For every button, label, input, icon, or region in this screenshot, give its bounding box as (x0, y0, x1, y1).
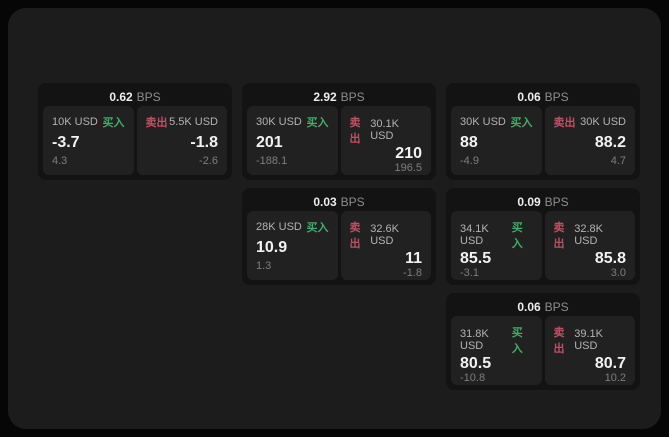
buy-delta: -4.9 (460, 155, 479, 167)
buy-size-label: 10K USD (52, 116, 98, 128)
sell-delta: 10.2 (604, 372, 626, 384)
quote-card-body: 31.8K USD 买入 80.5 -10.8 卖出 39.1K USD 80.… (451, 316, 635, 385)
sell-side-label: 卖出 (553, 117, 576, 129)
buy-size-label: 31.8K USD (460, 328, 489, 352)
sell-quote-tile[interactable]: 卖出 30K USD 88.2 4.7 (544, 106, 635, 175)
bps-unit-label: BPS (340, 89, 365, 104)
bps-spread-header: 0.03 BPS (247, 192, 431, 211)
sell-price: -1.8 (190, 133, 218, 151)
bps-spread-header: 0.06 BPS (451, 297, 635, 316)
buy-quote-tile[interactable]: 31.8K USD 买入 80.5 -10.8 (451, 316, 542, 385)
quote-card: 0.06 BPS 30K USD 买入 88 -4.9 卖出 30K USD (446, 83, 640, 180)
sell-price: 210 (395, 145, 422, 162)
buy-delta: -3.1 (460, 267, 479, 279)
quote-card: 0.62 BPS 10K USD 买入 -3.7 4.3 卖出 5.5K USD (38, 83, 232, 180)
bps-spread-value: 0.03 (313, 194, 337, 209)
bps-spread-header: 0.06 BPS (451, 87, 635, 106)
sell-size-label: 32.8K USD (574, 223, 603, 247)
main-panel: 0.62 BPS 10K USD 买入 -3.7 4.3 卖出 5.5K USD (8, 8, 661, 429)
bps-unit-label: BPS (544, 89, 569, 104)
bps-spread-value: 0.62 (109, 89, 133, 104)
quote-card: 0.03 BPS 28K USD 买入 10.9 1.3 卖出 32.6K US… (242, 188, 436, 285)
sell-delta: 196.5 (394, 162, 422, 174)
buy-price: -3.7 (52, 133, 80, 151)
buy-price: 85.5 (460, 250, 492, 267)
sell-price: 11 (405, 250, 422, 267)
sell-delta: 4.7 (610, 155, 626, 167)
bps-spread-value: 0.06 (517, 299, 541, 314)
sell-quote-tile[interactable]: 卖出 39.1K USD 80.7 10.2 (544, 316, 635, 385)
bps-spread-value: 0.09 (517, 194, 541, 209)
buy-quote-tile[interactable]: 28K USD 买入 10.9 1.3 (247, 211, 338, 280)
sell-price: 80.7 (594, 355, 626, 372)
bps-unit-label: BPS (136, 89, 161, 104)
buy-side-label: 买入 (306, 222, 329, 234)
buy-delta: -188.1 (256, 155, 288, 167)
sell-price: 88.2 (594, 133, 626, 151)
bps-unit-label: BPS (340, 194, 365, 209)
sell-delta: -1.8 (403, 267, 422, 279)
bps-unit-label: BPS (544, 194, 569, 209)
buy-side-label: 买入 (511, 222, 523, 250)
quote-card-body: 30K USD 买入 201 -188.1 卖出 30.1K USD 210 1… (247, 106, 431, 175)
sell-side-label: 卖出 (553, 327, 565, 355)
buy-quote-tile[interactable]: 34.1K USD 买入 85.5 -3.1 (451, 211, 542, 280)
buy-price: 201 (256, 133, 283, 151)
buy-quote-tile[interactable]: 30K USD 买入 201 -188.1 (247, 106, 338, 175)
sell-quote-tile[interactable]: 卖出 30.1K USD 210 196.5 (340, 106, 431, 175)
buy-price: 10.9 (256, 238, 288, 256)
buy-side-label: 买入 (510, 117, 533, 129)
buy-side-label: 买入 (306, 117, 329, 129)
buy-delta: 1.3 (256, 260, 272, 272)
sell-price: 85.8 (594, 250, 626, 267)
bps-spread-value: 2.92 (313, 89, 337, 104)
bps-spread-header: 0.09 BPS (451, 192, 635, 211)
bps-spread-value: 0.06 (517, 89, 541, 104)
buy-quote-tile[interactable]: 10K USD 买入 -3.7 4.3 (43, 106, 134, 175)
buy-quote-tile[interactable]: 30K USD 买入 88 -4.9 (451, 106, 542, 175)
sell-size-label: 32.6K USD (370, 223, 399, 247)
buy-size-label: 28K USD (256, 221, 302, 233)
buy-side-label: 买入 (102, 117, 125, 129)
sell-delta: -2.6 (199, 155, 218, 167)
bps-spread-header: 2.92 BPS (247, 87, 431, 106)
sell-size-label: 5.5K USD (169, 116, 218, 128)
quote-card-body: 30K USD 买入 88 -4.9 卖出 30K USD 88.2 4.7 (451, 106, 635, 175)
buy-side-label: 买入 (511, 327, 523, 355)
sell-quote-tile[interactable]: 卖出 32.8K USD 85.8 3.0 (544, 211, 635, 280)
buy-size-label: 34.1K USD (460, 223, 489, 247)
quote-card: 2.92 BPS 30K USD 买入 201 -188.1 卖出 30.1K … (242, 83, 436, 180)
quote-card-body: 10K USD 买入 -3.7 4.3 卖出 5.5K USD -1.8 -2.… (43, 106, 227, 175)
bps-spread-header: 0.62 BPS (43, 87, 227, 106)
sell-size-label: 30K USD (580, 116, 626, 128)
quote-grid: 0.62 BPS 10K USD 买入 -3.7 4.3 卖出 5.5K USD (38, 83, 640, 390)
quote-card: 0.06 BPS 31.8K USD 买入 80.5 -10.8 卖出 39.1… (446, 293, 640, 390)
buy-size-label: 30K USD (256, 116, 302, 128)
bps-unit-label: BPS (544, 299, 569, 314)
buy-size-label: 30K USD (460, 116, 506, 128)
buy-delta: -10.8 (460, 372, 486, 384)
quote-card: 0.09 BPS 34.1K USD 买入 85.5 -3.1 卖出 32.8K… (446, 188, 640, 285)
sell-quote-tile[interactable]: 卖出 5.5K USD -1.8 -2.6 (136, 106, 227, 175)
sell-size-label: 39.1K USD (574, 328, 603, 352)
buy-price: 80.5 (460, 355, 492, 372)
sell-delta: 3.0 (610, 267, 626, 279)
sell-side-label: 卖出 (553, 222, 565, 250)
quote-card-body: 28K USD 买入 10.9 1.3 卖出 32.6K USD 11 -1.8 (247, 211, 431, 280)
sell-size-label: 30.1K USD (370, 118, 399, 142)
sell-side-label: 卖出 (349, 117, 361, 145)
sell-side-label: 卖出 (349, 222, 361, 250)
buy-price: 88 (460, 133, 478, 151)
sell-side-label: 卖出 (145, 117, 168, 129)
buy-delta: 4.3 (52, 155, 68, 167)
quote-card-body: 34.1K USD 买入 85.5 -3.1 卖出 32.8K USD 85.8… (451, 211, 635, 280)
sell-quote-tile[interactable]: 卖出 32.6K USD 11 -1.8 (340, 211, 431, 280)
